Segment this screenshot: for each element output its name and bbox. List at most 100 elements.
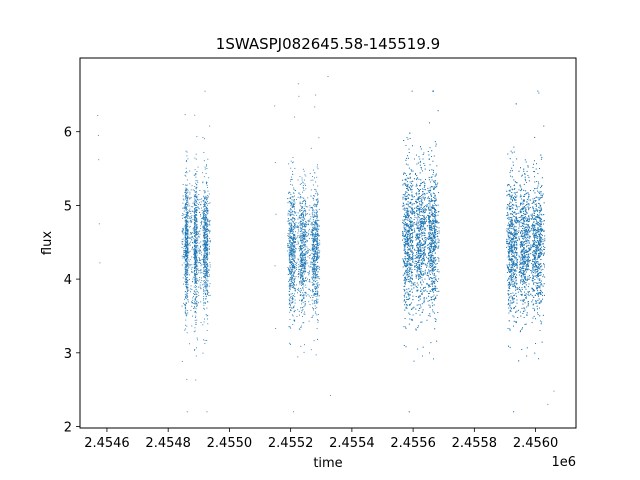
- data-point: [309, 257, 311, 259]
- data-point: [294, 267, 296, 269]
- data-point: [316, 242, 318, 244]
- data-point: [301, 254, 302, 256]
- data-point: [186, 215, 188, 217]
- data-point: [205, 263, 207, 265]
- data-point: [315, 354, 317, 356]
- data-point: [313, 254, 315, 256]
- data-point: [195, 282, 196, 284]
- data-point: [313, 276, 315, 278]
- data-point: [185, 271, 187, 273]
- data-point: [187, 205, 189, 207]
- data-point: [193, 216, 195, 218]
- data-point: [186, 325, 188, 327]
- data-point: [315, 229, 317, 231]
- data-point: [194, 306, 195, 307]
- data-point: [291, 178, 293, 180]
- data-point: [198, 295, 200, 297]
- data-point: [317, 198, 319, 200]
- data-point: [203, 218, 205, 219]
- data-point: [313, 210, 315, 212]
- data-point: [299, 249, 301, 251]
- data-point: [185, 190, 187, 192]
- data-point: [196, 296, 198, 297]
- data-point: [304, 236, 306, 238]
- data-point: [203, 299, 204, 301]
- data-point: [302, 255, 304, 257]
- data-point: [187, 221, 189, 223]
- data-point: [203, 273, 204, 275]
- data-point: [181, 231, 183, 233]
- data-point: [185, 240, 187, 242]
- data-point: [293, 235, 294, 237]
- data-point: [301, 228, 303, 230]
- data-point: [298, 226, 300, 228]
- data-point: [201, 264, 203, 266]
- data-point: [184, 214, 186, 216]
- data-point: [186, 281, 188, 283]
- data-point: [311, 234, 313, 236]
- data-point: [293, 272, 295, 274]
- data-point: [314, 245, 315, 247]
- data-point: [292, 184, 293, 186]
- data-point: [312, 215, 314, 217]
- data-point: [195, 315, 197, 317]
- data-point: [313, 214, 315, 216]
- data-point: [203, 248, 205, 250]
- data-point: [296, 243, 298, 245]
- data-point: [191, 264, 193, 266]
- data-point: [289, 246, 291, 248]
- data-point: [185, 150, 187, 152]
- data-point: [193, 277, 195, 279]
- data-point: [191, 239, 193, 241]
- data-point: [303, 170, 305, 172]
- data-point: [207, 244, 208, 246]
- data-point: [195, 207, 197, 209]
- data-point: [186, 201, 187, 203]
- data-point: [310, 234, 312, 236]
- data-point: [196, 280, 198, 282]
- data-point: [299, 183, 301, 185]
- data-point: [311, 277, 313, 279]
- data-point: [289, 201, 291, 203]
- data-point: [289, 279, 291, 281]
- data-point: [317, 219, 319, 221]
- data-point: [317, 301, 319, 303]
- data-point: [207, 257, 209, 259]
- data-point: [193, 201, 195, 203]
- data-point: [189, 237, 191, 239]
- data-point: [300, 230, 302, 231]
- data-point: [201, 198, 203, 200]
- data-point: [316, 216, 318, 218]
- data-point: [303, 289, 305, 291]
- data-point: [194, 221, 195, 223]
- data-point: [189, 183, 191, 185]
- data-point: [316, 241, 318, 243]
- data-point: [291, 225, 293, 227]
- data-point: [298, 289, 300, 291]
- data-point: [300, 237, 302, 239]
- data-point: [205, 247, 207, 249]
- data-point: [313, 195, 314, 197]
- data-point: [190, 220, 191, 221]
- data-point: [314, 234, 316, 236]
- data-point: [185, 241, 187, 243]
- data-point: [315, 229, 317, 231]
- data-point: [303, 270, 305, 272]
- data-point: [291, 228, 293, 230]
- data-point: [207, 211, 209, 213]
- data-point: [290, 302, 292, 304]
- data-point: [304, 218, 306, 220]
- data-point: [200, 281, 202, 283]
- data-point: [302, 259, 304, 261]
- data-point: [287, 223, 289, 225]
- data-point: [196, 319, 198, 321]
- data-point: [316, 211, 318, 213]
- data-point: [315, 293, 317, 295]
- data-point: [314, 226, 316, 228]
- data-point: [316, 259, 318, 261]
- data-point: [204, 208, 206, 210]
- data-point: [303, 244, 305, 246]
- data-point: [186, 262, 188, 264]
- data-point: [195, 249, 197, 251]
- data-point: [317, 277, 319, 279]
